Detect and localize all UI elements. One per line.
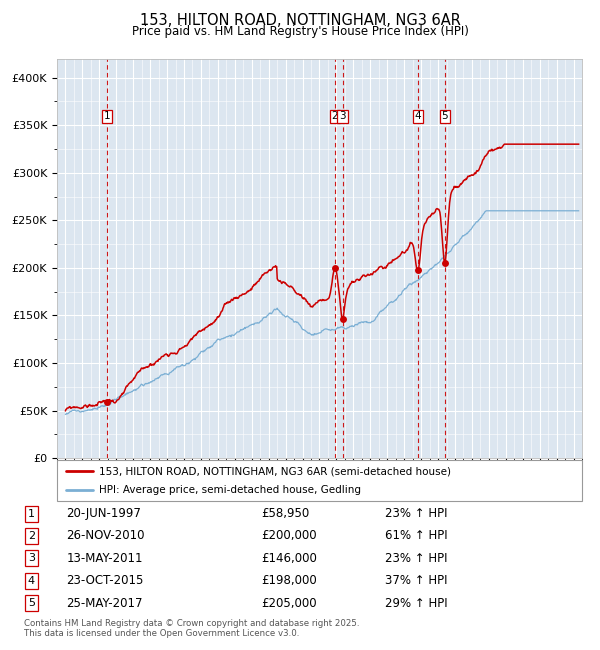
Text: £205,000: £205,000: [261, 597, 317, 610]
Text: 153, HILTON ROAD, NOTTINGHAM, NG3 6AR: 153, HILTON ROAD, NOTTINGHAM, NG3 6AR: [140, 13, 460, 28]
Text: £198,000: £198,000: [261, 574, 317, 587]
Text: £200,000: £200,000: [261, 530, 317, 543]
Text: 37% ↑ HPI: 37% ↑ HPI: [385, 574, 448, 587]
Text: 29% ↑ HPI: 29% ↑ HPI: [385, 597, 448, 610]
Text: 3: 3: [28, 553, 35, 564]
Text: 2: 2: [331, 111, 338, 122]
Text: 13-MAY-2011: 13-MAY-2011: [66, 552, 143, 565]
Text: 2: 2: [28, 531, 35, 541]
Text: 23% ↑ HPI: 23% ↑ HPI: [385, 552, 448, 565]
Text: 153, HILTON ROAD, NOTTINGHAM, NG3 6AR (semi-detached house): 153, HILTON ROAD, NOTTINGHAM, NG3 6AR (s…: [99, 466, 451, 476]
Text: 5: 5: [28, 598, 35, 608]
Text: £146,000: £146,000: [261, 552, 317, 565]
Text: £58,950: £58,950: [261, 507, 309, 520]
Text: 4: 4: [28, 576, 35, 586]
Text: 23% ↑ HPI: 23% ↑ HPI: [385, 507, 448, 520]
Text: 26-NOV-2010: 26-NOV-2010: [66, 530, 145, 543]
Text: HPI: Average price, semi-detached house, Gedling: HPI: Average price, semi-detached house,…: [99, 485, 361, 495]
Text: Price paid vs. HM Land Registry's House Price Index (HPI): Price paid vs. HM Land Registry's House …: [131, 25, 469, 38]
Text: 1: 1: [28, 509, 35, 519]
Text: 5: 5: [442, 111, 448, 122]
Text: 23-OCT-2015: 23-OCT-2015: [66, 574, 143, 587]
Text: 3: 3: [339, 111, 346, 122]
Text: 20-JUN-1997: 20-JUN-1997: [66, 507, 141, 520]
Text: 4: 4: [415, 111, 421, 122]
Text: 1: 1: [104, 111, 110, 122]
Text: Contains HM Land Registry data © Crown copyright and database right 2025.
This d: Contains HM Land Registry data © Crown c…: [24, 619, 359, 638]
Text: 25-MAY-2017: 25-MAY-2017: [66, 597, 143, 610]
Text: 61% ↑ HPI: 61% ↑ HPI: [385, 530, 448, 543]
